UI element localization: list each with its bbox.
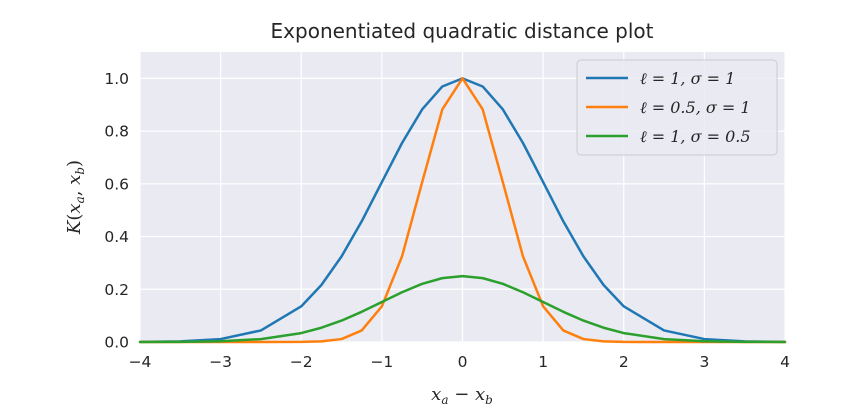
legend-box [576,59,778,156]
legend-label-3: ℓ = 1, σ = 0.5 [640,127,751,146]
x-tick-label: 0 [458,353,468,371]
x-tick-label: −1 [370,353,393,371]
x-tick-label: 3 [699,353,709,371]
y-axis-label: K(xa, xb) [64,160,87,235]
series-line-2 [138,77,787,344]
x-tick-label: −2 [290,353,313,371]
x-tick-label: 2 [619,353,629,371]
legend-label-2: ℓ = 0.5, σ = 1 [640,98,751,117]
y-tick-label: 0.2 [104,281,129,299]
x-tick-label: −4 [129,353,152,371]
y-tick-label: 0.6 [104,175,129,193]
series-line-3 [138,274,787,344]
y-tick-label: 0.0 [104,334,129,352]
legend-label-1: ℓ = 1, σ = 1 [640,69,735,88]
x-tick-label: 4 [780,353,790,371]
x-tick-label: −3 [209,353,232,371]
y-tick-label: 0.8 [104,123,129,141]
y-tick-label: 1.0 [104,70,129,88]
series-layer [138,77,787,344]
legend: ℓ = 1, σ = 1 ℓ = 0.5, σ = 1 ℓ = 1, σ = 0… [576,59,778,156]
x-tick-label: 1 [538,353,548,371]
y-tick-labels: 0.0 0.2 0.4 0.6 0.8 1.0 [104,70,129,352]
y-tick-label: 0.4 [104,228,129,246]
chart-title: Exponentiated quadratic distance plot [271,19,654,43]
x-axis-label: xa − xb [431,384,493,407]
x-tick-labels: −4 −3 −2 −1 0 1 2 3 4 [129,353,790,371]
